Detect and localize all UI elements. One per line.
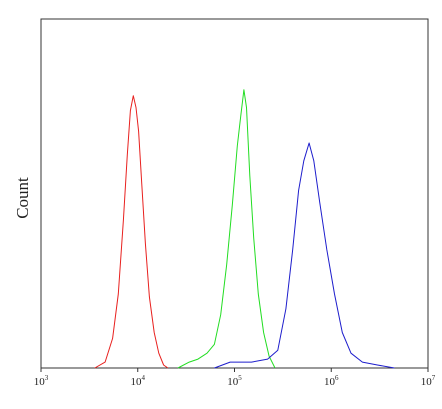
- x-tick-label: 104: [131, 374, 146, 388]
- series-layer: [94, 89, 395, 369]
- x-axis-ticks: 103 104 105 106 107: [34, 368, 436, 388]
- plot-frame: [40, 18, 429, 369]
- histogram-series-2: [177, 89, 276, 369]
- x-tick-label: 107: [421, 374, 436, 388]
- x-tick-label: 103: [34, 374, 49, 388]
- histogram-series-3: [214, 142, 395, 369]
- y-axis-label: Count: [13, 177, 32, 219]
- x-tick-label: 105: [227, 374, 242, 388]
- histogram-series-1: [94, 95, 169, 369]
- x-tick-label: 106: [324, 374, 339, 388]
